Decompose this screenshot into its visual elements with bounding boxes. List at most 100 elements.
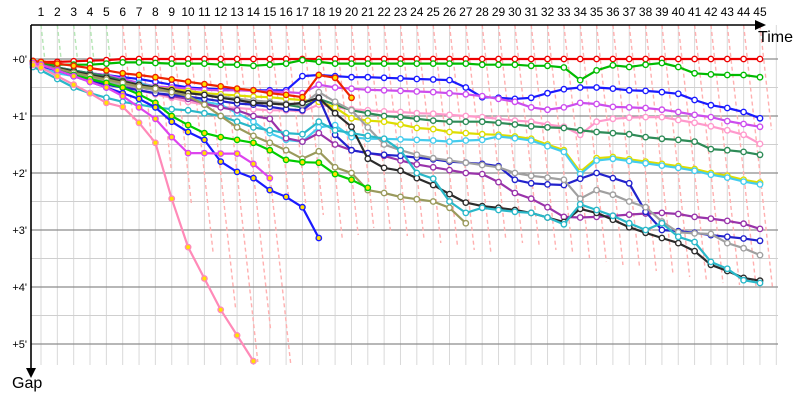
data-point-marker [576, 175, 584, 183]
data-point-marker [527, 104, 535, 111]
data-point-marker [462, 60, 470, 67]
data-point-marker [413, 88, 421, 95]
data-point-marker [348, 129, 355, 137]
data-point-marker [707, 113, 715, 121]
x-tick-label: 12 [214, 5, 228, 19]
x-tick-label: 10 [181, 5, 195, 19]
data-point-marker [527, 55, 535, 63]
data-point-marker [625, 157, 633, 165]
data-point-marker [560, 64, 568, 71]
data-point-marker [446, 204, 453, 212]
data-point-marker [658, 106, 666, 114]
data-point-marker [707, 71, 715, 78]
data-point-marker [756, 151, 764, 159]
data-point-marker [217, 94, 225, 102]
data-point-marker [593, 84, 600, 91]
data-point-marker [625, 219, 633, 227]
x-tick-label: 7 [136, 5, 143, 19]
data-point-marker [70, 62, 78, 70]
data-point-marker [511, 169, 519, 177]
data-point-marker [37, 64, 45, 71]
data-point-marker [756, 279, 764, 287]
data-point-marker [233, 61, 241, 69]
data-point-marker [495, 178, 502, 186]
data-point-marker [397, 121, 404, 128]
data-point-marker [364, 86, 372, 94]
iso-lap-line [236, 24, 272, 331]
data-point-marker [397, 60, 404, 67]
data-point-marker [380, 74, 388, 82]
data-point-marker [429, 117, 437, 125]
data-point-marker [723, 265, 731, 273]
data-point-marker [625, 114, 633, 122]
data-point-marker [249, 124, 257, 131]
data-point-marker [364, 117, 372, 125]
data-point-marker [364, 132, 372, 140]
data-point-marker [723, 217, 731, 225]
data-point-marker [527, 172, 535, 180]
data-point-marker [691, 138, 698, 146]
data-point-marker [576, 55, 584, 63]
data-point-marker [707, 258, 715, 266]
data-point-marker [233, 150, 241, 158]
data-point-marker [184, 78, 192, 86]
data-point-marker [576, 200, 584, 208]
data-point-marker [642, 203, 649, 211]
data-point-marker [642, 113, 649, 121]
data-point-marker [609, 174, 617, 182]
data-point-marker [135, 119, 143, 127]
data-point-marker [511, 61, 519, 69]
x-tick-label: 24 [410, 5, 424, 19]
data-point-marker [723, 117, 731, 125]
data-point-marker [184, 243, 192, 251]
data-point-marker [348, 123, 355, 131]
iso-lap-line [318, 24, 344, 241]
data-point-marker [658, 135, 666, 143]
data-point-marker [495, 206, 502, 214]
x-tick-label: 32 [541, 5, 555, 19]
data-point-marker [593, 186, 600, 194]
axes [26, 20, 766, 378]
data-point-marker [576, 99, 584, 107]
data-point-marker [103, 84, 110, 91]
data-point-marker [413, 115, 421, 123]
data-point-marker [331, 141, 339, 148]
data-point-marker [217, 158, 225, 166]
data-point-marker [184, 106, 192, 114]
data-point-marker [740, 120, 747, 128]
data-point-marker [217, 150, 225, 158]
data-point-marker [609, 129, 617, 137]
data-point-marker [380, 118, 388, 126]
data-point-marker [429, 181, 437, 189]
data-point-marker [217, 55, 225, 63]
data-point-marker [249, 160, 257, 168]
data-point-marker [397, 167, 404, 175]
data-point-marker [233, 331, 241, 339]
data-point-marker [168, 88, 176, 96]
data-point-marker [364, 184, 372, 192]
iso-lap-line [171, 24, 193, 206]
data-point-marker [266, 89, 274, 97]
data-point-marker [560, 104, 568, 111]
data-point-marker [723, 126, 731, 134]
data-point-marker [348, 85, 355, 93]
data-point-marker [397, 75, 404, 82]
data-point-marker [315, 129, 323, 137]
data-point-marker [723, 146, 731, 154]
data-point-marker [544, 174, 551, 182]
data-point-marker [609, 61, 617, 69]
data-point-marker [462, 137, 470, 144]
iso-lap-line [530, 24, 557, 251]
data-point-marker [348, 146, 355, 154]
data-point-marker [691, 69, 698, 77]
data-point-marker [217, 133, 225, 141]
data-point-marker [413, 195, 421, 203]
x-tick-label: 35 [590, 5, 604, 19]
data-point-marker [380, 189, 388, 197]
axis-labels: Time Gap 1 2 3 4 5 6 7 8 9 10 11 12 13 14 15 16 17 18 19 20… [12, 5, 793, 392]
data-point-marker [723, 174, 731, 182]
data-point-marker [151, 73, 159, 81]
x-tick-label: 14 [247, 5, 261, 19]
data-point-marker [217, 306, 225, 314]
iso-lap-line [612, 24, 641, 269]
